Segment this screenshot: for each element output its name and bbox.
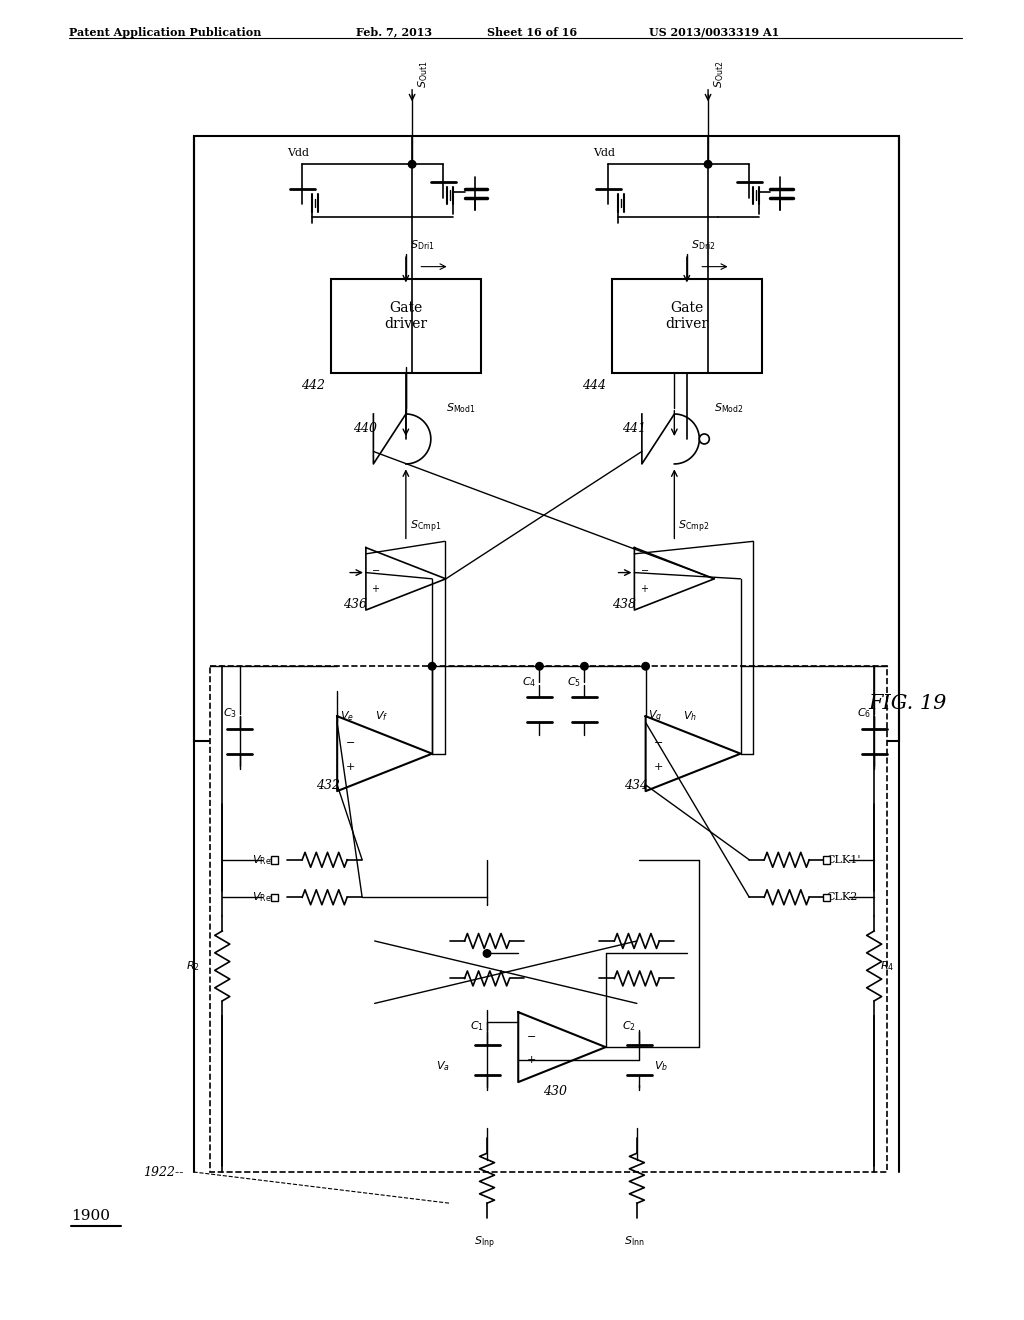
Bar bbox=[823, 894, 830, 902]
Text: $V_e$: $V_e$ bbox=[340, 709, 353, 722]
Text: $+$: $+$ bbox=[640, 583, 649, 594]
Text: $S_{\mathrm{Inn}}$: $S_{\mathrm{Inn}}$ bbox=[624, 1234, 645, 1249]
Text: $S_{\mathrm{Out2}}$: $S_{\mathrm{Out2}}$ bbox=[712, 61, 726, 88]
Circle shape bbox=[428, 663, 436, 671]
Text: Patent Application Publication: Patent Application Publication bbox=[69, 26, 261, 38]
Text: Vdd: Vdd bbox=[287, 148, 309, 158]
Circle shape bbox=[642, 663, 649, 671]
Text: 432: 432 bbox=[316, 779, 340, 792]
Text: $V_h$: $V_h$ bbox=[683, 709, 697, 722]
Bar bbox=[823, 857, 830, 863]
Text: US 2013/0033319 A1: US 2013/0033319 A1 bbox=[649, 26, 779, 38]
Circle shape bbox=[705, 161, 712, 168]
Text: $C_5$: $C_5$ bbox=[567, 675, 582, 689]
Text: Gate
driver: Gate driver bbox=[384, 301, 427, 331]
Bar bbox=[210, 667, 887, 1172]
Text: Gate
driver: Gate driver bbox=[666, 301, 709, 331]
Text: Sheet 16 of 16: Sheet 16 of 16 bbox=[487, 26, 578, 38]
Text: $C_2$: $C_2$ bbox=[623, 1019, 636, 1034]
Bar bbox=[271, 894, 279, 902]
Bar bbox=[612, 279, 762, 372]
Text: $V_g$: $V_g$ bbox=[648, 709, 663, 725]
Text: $C_1$: $C_1$ bbox=[470, 1019, 484, 1034]
Text: 430: 430 bbox=[543, 1085, 567, 1098]
Text: $+$: $+$ bbox=[372, 583, 380, 594]
Text: $-$: $-$ bbox=[640, 564, 649, 574]
Text: $V_b$: $V_b$ bbox=[654, 1059, 669, 1073]
Text: $V_a$: $V_a$ bbox=[436, 1059, 450, 1073]
Text: 440: 440 bbox=[353, 422, 378, 436]
Bar bbox=[194, 136, 899, 741]
Circle shape bbox=[536, 663, 543, 671]
Text: $S_{\mathrm{Cmp2}}$: $S_{\mathrm{Cmp2}}$ bbox=[678, 519, 710, 535]
Text: $V_{\mathrm{Ref}}$: $V_{\mathrm{Ref}}$ bbox=[252, 891, 274, 904]
Text: 1922--: 1922-- bbox=[143, 1166, 184, 1179]
Text: $V_{\mathrm{Ref}}$: $V_{\mathrm{Ref}}$ bbox=[252, 853, 274, 867]
Text: $+$: $+$ bbox=[525, 1055, 536, 1065]
Text: $S_{\mathrm{Dri1}}$: $S_{\mathrm{Dri1}}$ bbox=[410, 238, 434, 252]
Text: $C_3$: $C_3$ bbox=[223, 706, 237, 719]
Bar bbox=[271, 857, 279, 863]
Text: $-$: $-$ bbox=[525, 1030, 536, 1040]
Text: 438: 438 bbox=[612, 598, 636, 611]
Text: CLK2: CLK2 bbox=[826, 892, 858, 903]
Text: 436: 436 bbox=[343, 598, 368, 611]
Circle shape bbox=[699, 434, 710, 444]
Text: $S_{\mathrm{Mod2}}$: $S_{\mathrm{Mod2}}$ bbox=[715, 401, 743, 416]
Text: $S_{\mathrm{Out1}}$: $S_{\mathrm{Out1}}$ bbox=[416, 61, 430, 88]
Text: CLK1': CLK1' bbox=[826, 855, 861, 865]
Circle shape bbox=[483, 949, 490, 957]
Text: $C_6$: $C_6$ bbox=[857, 706, 871, 719]
Text: 441: 441 bbox=[622, 422, 646, 436]
Circle shape bbox=[409, 161, 416, 168]
Text: $R_2$: $R_2$ bbox=[186, 960, 200, 973]
Text: 442: 442 bbox=[301, 379, 325, 392]
Text: $-$: $-$ bbox=[653, 737, 664, 746]
Text: $-$: $-$ bbox=[345, 737, 354, 746]
Text: $R_4$: $R_4$ bbox=[881, 960, 895, 973]
Text: FIG. 19: FIG. 19 bbox=[868, 694, 946, 713]
Text: $S_{\mathrm{Mod1}}$: $S_{\mathrm{Mod1}}$ bbox=[445, 401, 475, 416]
Text: 434: 434 bbox=[625, 779, 648, 792]
Text: $S_{\mathrm{Inp}}$: $S_{\mathrm{Inp}}$ bbox=[474, 1234, 495, 1251]
Text: $S_{\mathrm{Cmp1}}$: $S_{\mathrm{Cmp1}}$ bbox=[410, 519, 441, 535]
Circle shape bbox=[581, 663, 588, 671]
Text: 444: 444 bbox=[582, 379, 605, 392]
Text: 1900: 1900 bbox=[72, 1209, 111, 1224]
Text: $-$: $-$ bbox=[372, 564, 381, 574]
Bar bbox=[331, 279, 481, 372]
Text: Vdd: Vdd bbox=[593, 148, 615, 158]
Text: $V_f$: $V_f$ bbox=[375, 709, 388, 722]
Text: $C_4$: $C_4$ bbox=[522, 675, 537, 689]
Text: Feb. 7, 2013: Feb. 7, 2013 bbox=[356, 26, 432, 38]
Text: $+$: $+$ bbox=[653, 760, 664, 772]
Text: $+$: $+$ bbox=[345, 760, 354, 772]
Text: $S_{\mathrm{Dri2}}$: $S_{\mathrm{Dri2}}$ bbox=[690, 238, 715, 252]
